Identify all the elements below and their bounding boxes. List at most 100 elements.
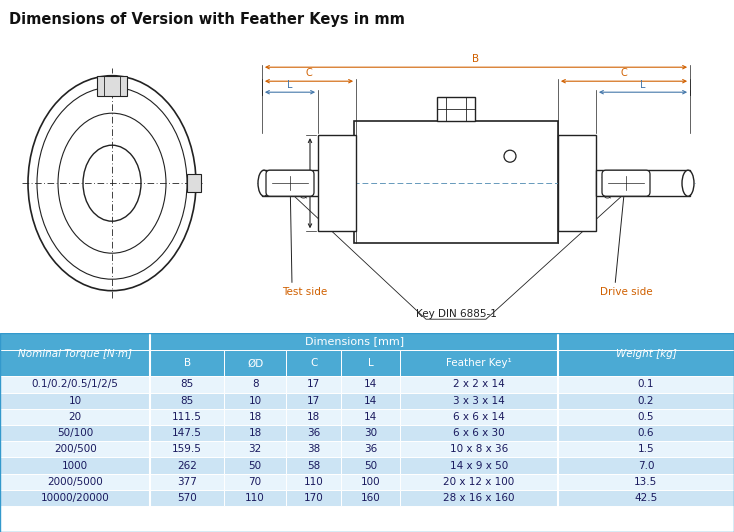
Bar bbox=[341, 393, 400, 409]
Text: Dimensions [mm]: Dimensions [mm] bbox=[305, 336, 404, 346]
Text: Test side: Test side bbox=[282, 287, 327, 297]
Text: 85: 85 bbox=[181, 396, 194, 406]
Text: Ø D g6: Ø D g6 bbox=[604, 169, 614, 198]
Bar bbox=[400, 393, 558, 409]
FancyBboxPatch shape bbox=[266, 170, 314, 196]
Bar bbox=[150, 473, 224, 490]
Bar bbox=[286, 393, 341, 409]
Text: 6 x 6 x 30: 6 x 6 x 30 bbox=[453, 428, 505, 438]
Bar bbox=[0, 351, 150, 377]
Text: 58: 58 bbox=[307, 461, 321, 470]
Text: 10000/20000: 10000/20000 bbox=[41, 493, 109, 503]
Bar bbox=[0, 332, 150, 377]
Text: 1000: 1000 bbox=[62, 461, 88, 470]
Text: 0.2: 0.2 bbox=[638, 396, 654, 406]
Text: 7.0: 7.0 bbox=[638, 461, 654, 470]
Bar bbox=[558, 332, 734, 377]
Text: 14: 14 bbox=[364, 412, 377, 422]
Bar bbox=[187, 174, 201, 192]
Text: 8: 8 bbox=[252, 379, 258, 389]
Text: 159.5: 159.5 bbox=[172, 444, 202, 454]
Bar bbox=[224, 351, 286, 377]
Bar bbox=[150, 458, 224, 473]
Text: 100: 100 bbox=[361, 477, 380, 487]
Text: 1.5: 1.5 bbox=[638, 444, 654, 454]
Ellipse shape bbox=[258, 170, 270, 196]
Bar bbox=[150, 351, 224, 377]
Bar bbox=[0, 490, 150, 506]
Text: 42.5: 42.5 bbox=[634, 493, 658, 503]
Bar bbox=[400, 351, 558, 377]
Bar bbox=[558, 377, 734, 393]
Text: 32: 32 bbox=[248, 444, 262, 454]
Bar bbox=[150, 425, 224, 441]
Bar bbox=[224, 425, 286, 441]
Text: 14 x 9 x 50: 14 x 9 x 50 bbox=[450, 461, 508, 470]
Ellipse shape bbox=[682, 170, 694, 196]
Bar bbox=[318, 135, 356, 231]
Bar bbox=[286, 377, 341, 393]
Text: 20: 20 bbox=[69, 412, 81, 422]
Text: 50: 50 bbox=[364, 461, 377, 470]
Bar bbox=[224, 490, 286, 506]
Bar bbox=[341, 441, 400, 458]
Bar bbox=[400, 490, 558, 506]
Text: 36: 36 bbox=[364, 444, 377, 454]
Text: 18: 18 bbox=[248, 428, 262, 438]
Bar bbox=[286, 441, 341, 458]
Text: L: L bbox=[640, 80, 646, 90]
Bar bbox=[341, 425, 400, 441]
Text: B: B bbox=[184, 359, 191, 369]
Text: 36: 36 bbox=[307, 428, 321, 438]
Text: ØD: ØD bbox=[247, 359, 264, 369]
Text: 110: 110 bbox=[245, 493, 265, 503]
Text: Drive side: Drive side bbox=[600, 287, 653, 297]
Text: Ø D g6: Ø D g6 bbox=[300, 169, 310, 198]
Bar bbox=[0, 377, 150, 393]
Text: 3 x 3 x 14: 3 x 3 x 14 bbox=[453, 396, 505, 406]
Bar bbox=[341, 473, 400, 490]
Bar bbox=[224, 458, 286, 473]
Bar bbox=[437, 97, 475, 121]
Text: 111.5: 111.5 bbox=[172, 412, 202, 422]
Bar bbox=[0, 409, 150, 425]
Text: Weight [kg]: Weight [kg] bbox=[616, 350, 676, 360]
Text: 570: 570 bbox=[178, 493, 197, 503]
Bar bbox=[400, 409, 558, 425]
Text: C: C bbox=[621, 68, 628, 78]
Bar bbox=[286, 490, 341, 506]
Text: Nominal Torque [N·m]: Nominal Torque [N·m] bbox=[18, 350, 132, 360]
Bar bbox=[150, 441, 224, 458]
Text: 17: 17 bbox=[307, 396, 321, 406]
Bar bbox=[0, 458, 150, 473]
Bar bbox=[400, 377, 558, 393]
Text: L: L bbox=[368, 359, 374, 369]
Bar bbox=[341, 351, 400, 377]
Bar bbox=[558, 473, 734, 490]
Bar bbox=[400, 425, 558, 441]
Bar bbox=[0, 425, 150, 441]
Bar bbox=[150, 377, 224, 393]
Bar bbox=[558, 458, 734, 473]
Text: 18: 18 bbox=[248, 412, 262, 422]
Text: 0.5: 0.5 bbox=[638, 412, 654, 422]
Text: 20 x 12 x 100: 20 x 12 x 100 bbox=[443, 477, 515, 487]
Text: 160: 160 bbox=[361, 493, 380, 503]
Bar bbox=[0, 441, 150, 458]
Text: 14: 14 bbox=[364, 396, 377, 406]
Text: Dimensions of Version with Feather Keys in mm: Dimensions of Version with Feather Keys … bbox=[9, 12, 404, 28]
Bar bbox=[558, 393, 734, 409]
Text: B: B bbox=[473, 54, 479, 64]
Bar bbox=[286, 458, 341, 473]
Text: 2000/5000: 2000/5000 bbox=[48, 477, 103, 487]
Text: 14: 14 bbox=[364, 379, 377, 389]
Text: 13.5: 13.5 bbox=[634, 477, 658, 487]
Bar bbox=[224, 377, 286, 393]
Text: 262: 262 bbox=[177, 461, 197, 470]
Text: 28 x 16 x 160: 28 x 16 x 160 bbox=[443, 493, 515, 503]
Text: C: C bbox=[310, 359, 318, 369]
Text: C: C bbox=[305, 68, 313, 78]
Bar bbox=[224, 441, 286, 458]
Text: 110: 110 bbox=[304, 477, 324, 487]
Bar bbox=[224, 409, 286, 425]
